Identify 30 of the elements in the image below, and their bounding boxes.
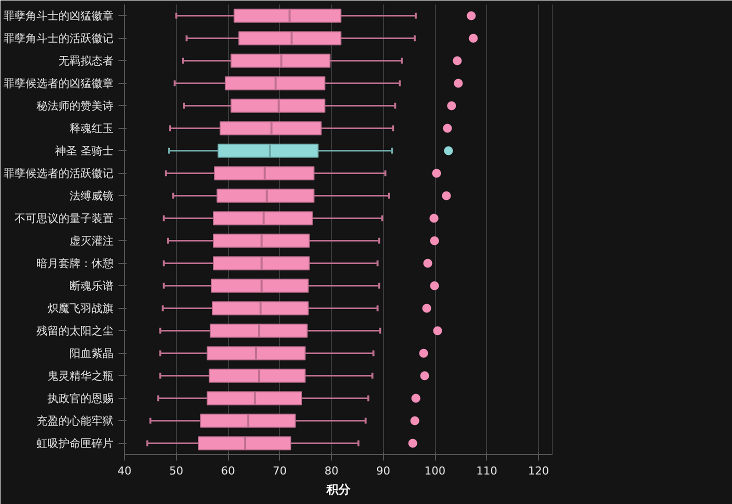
x-tick-label: 40: [118, 464, 132, 478]
x-tick-label: 60: [221, 464, 236, 478]
x-axis-title: 积分: [326, 482, 352, 496]
y-tick-label: 暗月套牌：休憩: [36, 256, 114, 270]
x-tick-label: 80: [324, 464, 339, 478]
y-tick-label: 阳血紫晶: [70, 346, 114, 360]
x-tick-label: 70: [272, 464, 287, 478]
y-tick-label: 残留的太阳之尘: [36, 324, 114, 338]
y-tick-label: 神圣 圣骑士: [55, 144, 114, 158]
y-tick-label: 执政官的恩赐: [48, 392, 114, 405]
y-tick-label: 鬼灵精华之瓶: [48, 369, 114, 382]
y-tick-label: 无羁拟态者: [58, 54, 114, 68]
y-tick-label: 罪孽角斗士的活跃徽记: [4, 32, 114, 45]
y-tick-label: 充盈的心能牢狱: [36, 414, 114, 428]
y-tick-label: 炽魔飞羽战旗: [48, 302, 114, 315]
y-tick-label: 罪孽角斗士的凶猛徽章: [4, 9, 114, 22]
x-tick-label: 100: [424, 464, 446, 478]
y-tick-label: 不可思议的量子装置: [14, 212, 114, 225]
y-tick-label: 秘法师的赞美诗: [36, 99, 114, 112]
x-tick-label: 110: [476, 464, 498, 478]
y-tick-label: 罪孽候选者的活跃徽记: [4, 166, 114, 180]
x-tick-label: 120: [528, 464, 550, 478]
y-tick-label: 法缚威镜: [70, 189, 114, 202]
x-tick-label: 90: [376, 464, 390, 478]
y-tick-label: 罪孽候选者的凶猛徽章: [4, 76, 114, 90]
y-tick-label: 断魂乐谱: [70, 279, 114, 292]
x-tick-label: 50: [169, 464, 184, 478]
y-tick-label: 虚灭灌注: [70, 234, 114, 248]
y-tick-label: 虹吸护命匣碎片: [36, 436, 114, 450]
y-tick-label: 释魂红玉: [70, 122, 114, 135]
